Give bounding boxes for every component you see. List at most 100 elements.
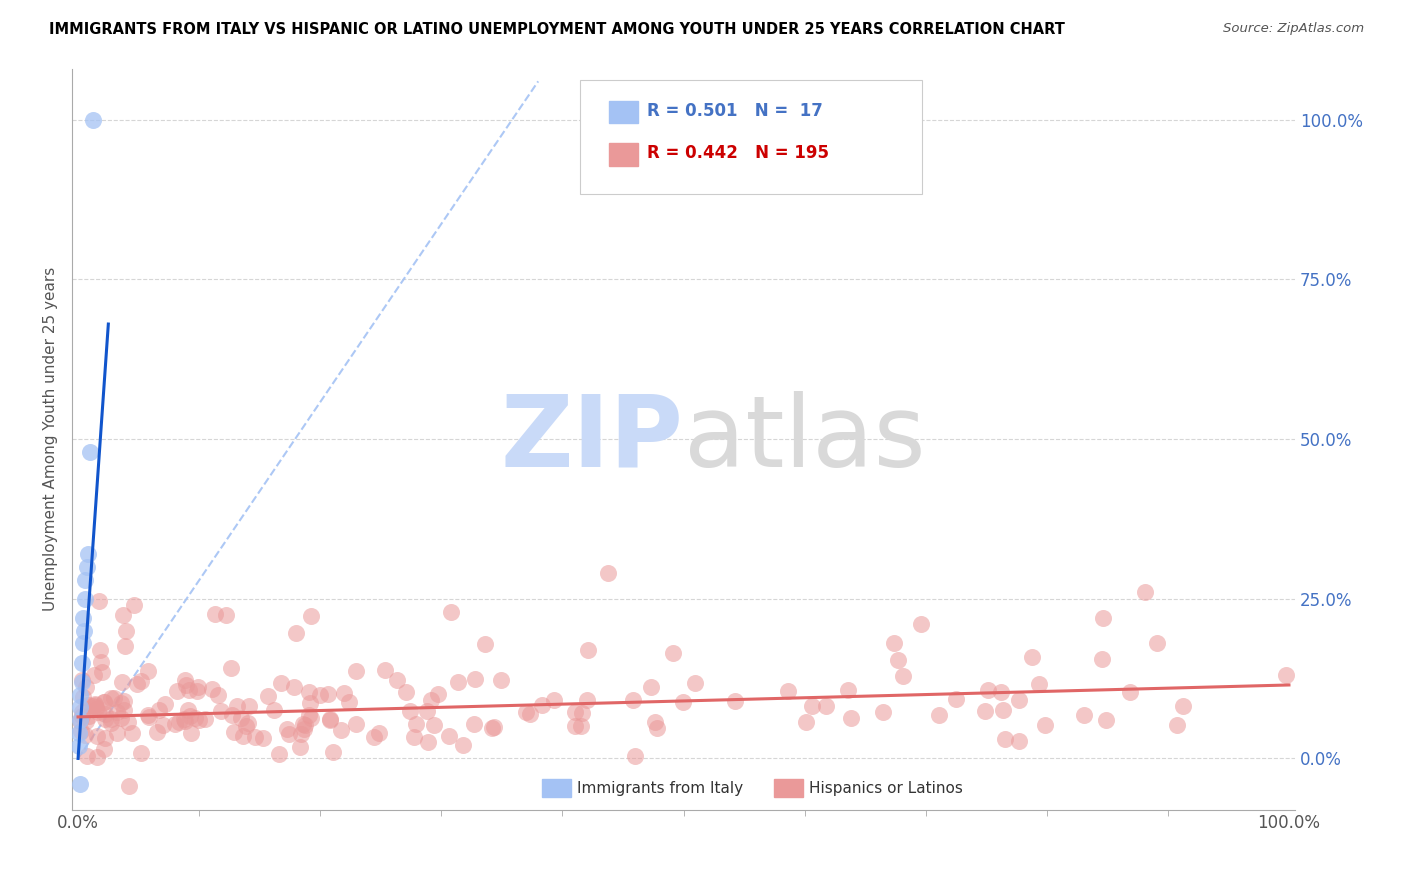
Point (451, 738, 474, 752)
Point (69, 688, 91, 702)
Point (531, 698, 554, 713)
Point (186, 683, 208, 698)
Point (93, 741, 115, 756)
FancyBboxPatch shape (541, 779, 571, 797)
Text: R = 0.501   N =  17: R = 0.501 N = 17 (647, 102, 823, 120)
Point (236, 715, 259, 730)
Point (283, 680, 305, 694)
Point (219, 661, 242, 675)
Point (482, 721, 505, 735)
Point (564, 706, 586, 720)
Point (1146, 636, 1168, 650)
Point (661, 646, 683, 660)
Point (146, 725, 169, 739)
Point (399, 704, 422, 718)
Point (70, 708, 93, 723)
Point (385, 673, 408, 687)
Point (70, 705, 93, 719)
Point (94, 731, 117, 745)
Point (226, 699, 249, 714)
Point (69, 777, 91, 791)
Point (215, 608, 238, 623)
Point (515, 705, 537, 719)
Point (883, 636, 905, 650)
Point (209, 704, 232, 718)
Point (644, 715, 666, 730)
Point (309, 689, 332, 703)
Point (177, 682, 200, 697)
Point (90, 655, 112, 669)
Point (1008, 733, 1031, 747)
Point (73, 624, 96, 638)
Point (1091, 652, 1114, 666)
Point (316, 687, 339, 701)
Point (299, 711, 322, 725)
Point (180, 725, 202, 739)
Point (672, 695, 695, 709)
Point (464, 672, 486, 686)
Point (100, 712, 122, 726)
Point (148, 703, 170, 717)
Point (166, 684, 188, 698)
Point (112, 703, 135, 717)
Point (1033, 718, 1056, 732)
Point (136, 707, 159, 722)
Point (1118, 685, 1140, 699)
Point (72, 611, 94, 625)
Point (252, 731, 274, 746)
Point (136, 665, 159, 679)
Point (167, 715, 190, 730)
Point (179, 708, 201, 723)
Text: Immigrants from Italy: Immigrants from Italy (576, 780, 744, 796)
FancyBboxPatch shape (609, 144, 638, 166)
Point (1008, 693, 1031, 707)
Point (346, 665, 368, 679)
Point (839, 711, 862, 725)
Point (416, 705, 439, 719)
Point (72, 636, 94, 650)
Point (794, 714, 817, 729)
Point (419, 693, 441, 707)
Point (100, 691, 122, 706)
Point (945, 691, 967, 706)
Point (1135, 585, 1157, 599)
Point (138, 710, 160, 724)
Point (165, 717, 187, 731)
Point (814, 699, 837, 714)
Point (928, 708, 950, 723)
Point (973, 704, 995, 718)
Point (152, 718, 174, 732)
Point (100, 716, 122, 731)
Point (474, 637, 496, 651)
Point (93, 695, 115, 709)
Point (977, 683, 1000, 698)
Point (224, 724, 246, 739)
Point (463, 717, 485, 731)
Point (83, 698, 105, 712)
Point (344, 717, 367, 731)
Point (367, 726, 389, 740)
Point (94, 707, 117, 722)
Point (84, 700, 107, 714)
Point (75, 591, 97, 606)
Point (298, 684, 321, 698)
Point (267, 747, 290, 762)
Point (1028, 676, 1050, 690)
Point (724, 694, 747, 708)
Point (569, 719, 592, 733)
Point (82, 112, 104, 127)
Point (990, 685, 1012, 699)
Point (1021, 649, 1043, 664)
Point (277, 726, 299, 740)
Point (127, 677, 149, 691)
Point (1275, 668, 1298, 682)
Point (427, 687, 450, 701)
Point (683, 676, 706, 690)
Point (256, 690, 278, 704)
Point (291, 717, 314, 731)
Text: atlas: atlas (683, 391, 925, 488)
Point (575, 693, 598, 707)
Point (1166, 718, 1188, 732)
Point (640, 680, 662, 694)
Text: R = 0.442   N = 195: R = 0.442 N = 195 (647, 144, 828, 162)
